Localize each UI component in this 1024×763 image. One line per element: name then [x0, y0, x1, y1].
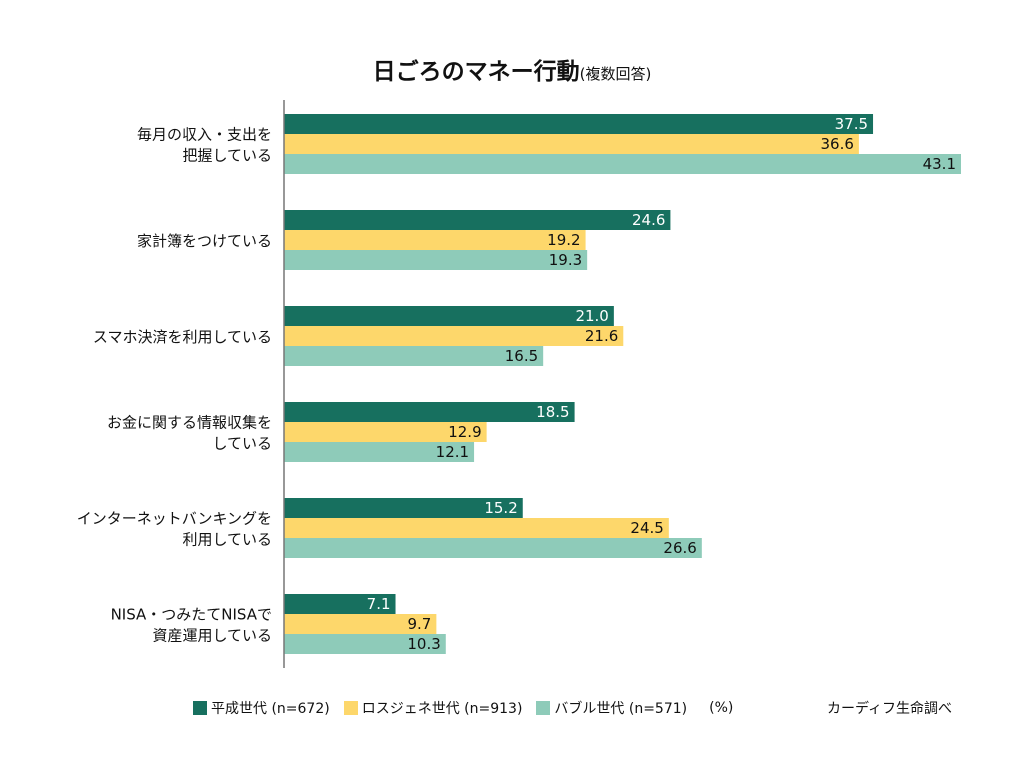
data-label: 24.5: [630, 519, 663, 537]
bar: [284, 306, 614, 326]
legend-label-bubble: バブル世代 (n=571): [554, 701, 688, 717]
chart-subtitle: (複数回答): [579, 65, 652, 83]
data-label: 26.6: [663, 539, 696, 557]
data-label: 16.5: [505, 347, 538, 365]
category-label: 把握している: [182, 147, 272, 165]
category-label: している: [212, 435, 272, 453]
data-label: 12.9: [448, 423, 481, 441]
category-label: 家計簿をつけている: [137, 232, 272, 250]
bar: [284, 230, 586, 250]
data-label: 18.5: [536, 403, 569, 421]
data-label: 36.6: [820, 135, 853, 153]
category-label: 資産運用している: [152, 627, 272, 645]
bar: [284, 442, 475, 462]
category-label: NISA・つみたてNISAで: [111, 606, 272, 624]
legend-item-lostgen: ロスジェネ世代 (n=913): [343, 698, 523, 718]
data-label: 10.3: [407, 635, 440, 653]
data-label: 24.6: [632, 211, 665, 229]
bar: [284, 346, 544, 366]
bar: [284, 422, 487, 442]
bar: [284, 518, 669, 538]
category-label: スマホ決済を利用している: [93, 328, 272, 346]
legend-swatch-bubble: [536, 701, 551, 715]
legend-label-lostgen: ロスジェネ世代 (n=913): [361, 701, 523, 717]
category-label: 毎月の収入・支出を: [137, 126, 272, 144]
data-label: 21.0: [575, 307, 608, 325]
data-label: 19.2: [547, 231, 580, 249]
legend-swatch-heisei: [193, 701, 207, 715]
legend-item-heisei: 平成世代 (n=672): [193, 698, 330, 718]
legend-item-bubble: バブル世代 (n=571): [536, 698, 687, 718]
chart-title-main: 日ごろのマネー行動: [372, 59, 580, 85]
bar: [284, 402, 575, 422]
bar: [284, 210, 671, 230]
source-note: カーディフ生命調べ: [827, 701, 953, 717]
data-label: 15.2: [484, 499, 517, 517]
bar: [284, 250, 588, 270]
bar: [284, 154, 961, 174]
chart-title: 日ごろのマネー行動(複数回答): [0, 52, 1024, 86]
category-label: 利用している: [182, 531, 272, 549]
bar: [284, 498, 523, 518]
category-label: インターネットバンキングを: [77, 510, 272, 528]
data-label: 12.1: [436, 443, 469, 461]
data-label: 9.7: [408, 615, 432, 633]
bar: [284, 114, 874, 134]
bar: [284, 134, 859, 154]
data-label: 43.1: [923, 155, 956, 173]
legend: 平成世代 (n=672) ロスジェネ世代 (n=913) バブル世代 (n=57…: [193, 698, 952, 718]
unit-label: (%): [709, 700, 734, 716]
bar: [284, 326, 624, 346]
data-label: 37.5: [835, 115, 868, 133]
category-label: お金に関する情報収集を: [107, 414, 272, 432]
data-label: 19.3: [549, 251, 582, 269]
bar: [284, 634, 446, 654]
legend-swatch-lostgen: [343, 701, 358, 715]
bar: [284, 594, 396, 614]
data-label: 21.6: [585, 327, 618, 345]
bar: [284, 538, 702, 558]
data-label: 7.1: [367, 595, 391, 613]
legend-label-heisei: 平成世代 (n=672): [211, 701, 330, 717]
bar: [284, 614, 437, 634]
